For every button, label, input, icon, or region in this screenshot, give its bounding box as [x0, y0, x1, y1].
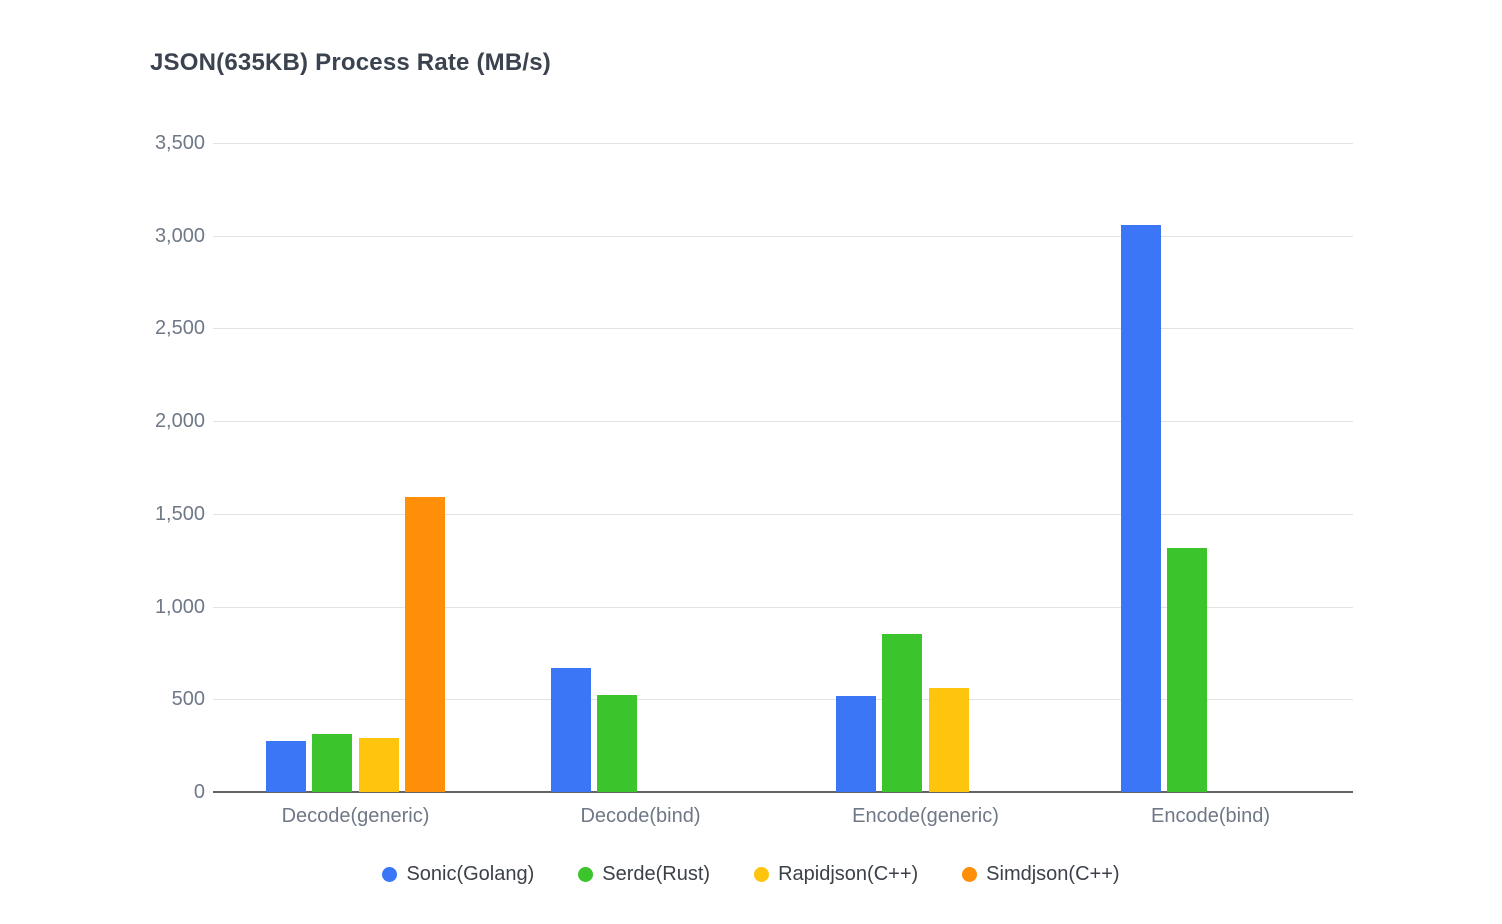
y-tick-label: 1,500 — [154, 502, 205, 525]
chart-title: JSON(635KB) Process Rate (MB/s) — [150, 49, 551, 76]
bar-sonic-golang--decode-bind-[interactable] — [550, 667, 591, 792]
x-axis-line — [213, 791, 1353, 793]
bar-slot — [1257, 143, 1304, 792]
x-tick-label: Decode(bind) — [580, 805, 701, 827]
y-tick-label: 500 — [171, 688, 205, 711]
legend-item-rapidjson-c-[interactable]: Rapidjson(C++) — [754, 863, 918, 886]
legend-label: Serde(Rust) — [602, 863, 711, 885]
legend-item-sonic-golang-[interactable]: Sonic(Golang) — [382, 863, 534, 886]
x-tick-label: Encode(bind) — [1151, 805, 1270, 827]
legend-color-dot — [754, 867, 770, 882]
legend-color-dot — [578, 867, 594, 882]
bar-slot — [879, 143, 926, 792]
bar-sonic-golang--decode-generic-[interactable] — [265, 741, 306, 792]
gridline — [213, 699, 1353, 701]
y-tick-label: 2,000 — [154, 410, 205, 433]
bar-slot — [309, 143, 356, 792]
bar-slot — [402, 143, 449, 792]
legend-label: Sonic(Golang) — [406, 863, 535, 885]
y-tick-label: 1,000 — [154, 595, 205, 618]
bar-group-decode-generic- — [213, 143, 498, 792]
bar-slot — [1118, 143, 1165, 792]
bar-sonic-golang--encode-bind-[interactable] — [1120, 224, 1161, 792]
bar-rapidjson-c--encode-generic-[interactable] — [928, 688, 969, 792]
bar-slot — [687, 143, 734, 792]
legend-item-simdjson-c-[interactable]: Simdjson(C++) — [962, 863, 1120, 886]
gridline — [213, 328, 1353, 330]
bar-slot — [833, 143, 880, 792]
bar-slot — [641, 143, 688, 792]
legend-color-dot — [382, 867, 398, 882]
legend-item-serde-rust-[interactable]: Serde(Rust) — [578, 863, 710, 886]
x-tick-label: Decode(generic) — [281, 805, 430, 827]
legend: Sonic(Golang) Serde(Rust) Rapidjson(C++) Si… — [0, 863, 1502, 886]
bar-cluster — [833, 143, 1019, 792]
bar-cluster — [263, 143, 449, 792]
x-tick-label: Encode(generic) — [852, 805, 999, 827]
gridline — [213, 513, 1353, 515]
bar-sonic-golang--encode-generic-[interactable] — [835, 695, 876, 792]
bar-group-decode-bind- — [498, 143, 783, 792]
legend-label: Rapidjson(C++) — [778, 863, 919, 885]
legend-color-dot — [962, 867, 978, 882]
gridline — [213, 421, 1353, 423]
gridline — [213, 235, 1353, 237]
bar-slot — [1164, 143, 1211, 792]
bar-cluster — [548, 143, 734, 792]
bar-simdjson-c--decode-generic-[interactable] — [405, 497, 446, 792]
gridline — [213, 606, 1353, 608]
bar-serde-rust--encode-generic-[interactable] — [882, 633, 923, 792]
bar-serde-rust--decode-bind-[interactable] — [597, 694, 638, 792]
bar-cluster — [1118, 143, 1304, 792]
bar-slot — [263, 143, 310, 792]
legend-label: Simdjson(C++) — [986, 863, 1120, 885]
plot-area — [213, 143, 1353, 793]
bar-group-encode-generic- — [783, 143, 1068, 792]
bar-slot — [972, 143, 1019, 792]
bar-serde-rust--encode-bind-[interactable] — [1167, 548, 1208, 792]
y-tick-label: 0 — [193, 781, 205, 803]
bar-rapidjson-c--decode-generic-[interactable] — [358, 738, 399, 792]
y-tick-label: 2,500 — [154, 317, 205, 340]
bar-serde-rust--decode-generic-[interactable] — [312, 733, 353, 792]
gridline — [213, 143, 1353, 144]
y-tick-label: 3,000 — [154, 224, 205, 247]
bar-slot — [594, 143, 641, 792]
bar-slot — [926, 143, 973, 792]
bar-slot — [548, 143, 595, 792]
bar-group-encode-bind- — [1068, 143, 1353, 792]
bar-slot — [1211, 143, 1258, 792]
bar-slot — [356, 143, 403, 792]
y-tick-label: 3,500 — [154, 132, 205, 154]
